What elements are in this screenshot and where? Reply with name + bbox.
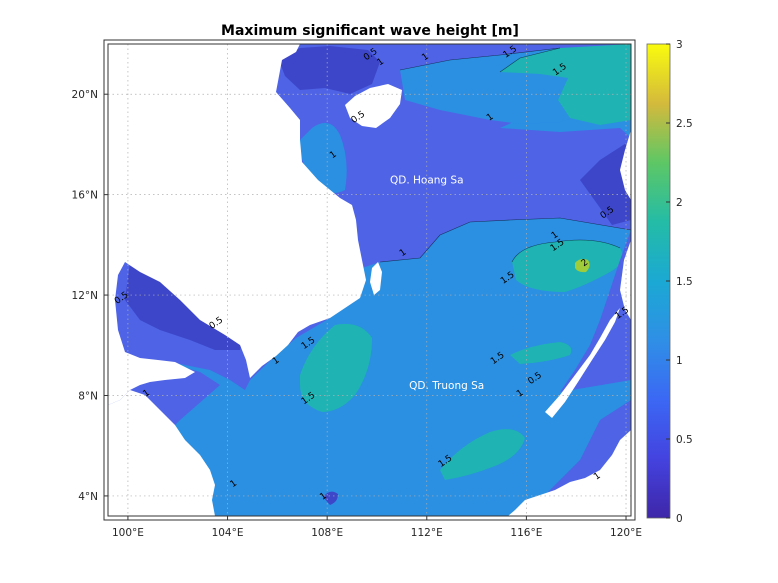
land-visayas xyxy=(620,240,631,320)
region-level-1-5-2-south xyxy=(440,429,525,480)
colorbar-tick-label-4: 2 xyxy=(676,197,683,209)
x-axis: 100°E 104°E 108°E 112°E 116°E 120°E xyxy=(112,516,642,539)
colorbar-tick-label-5: 2.5 xyxy=(676,118,693,130)
colorbar-tick-label-3: 1.5 xyxy=(676,276,693,288)
y-tick-label-3: 16°N xyxy=(72,190,98,202)
x-tick-label-2: 108°E xyxy=(311,527,343,539)
chart-title: Maximum significant wave height [m] xyxy=(221,23,519,39)
x-tick-label-5: 120°E xyxy=(610,527,642,539)
land-palawan xyxy=(545,308,620,418)
map-area: 1 1.51.5110.510.51.511.5210.50.51.51.510.… xyxy=(108,44,631,516)
colorbar-tick-label-2: 1 xyxy=(676,355,683,367)
x-tick-label-4: 116°E xyxy=(510,527,542,539)
region-level-1-5-2-spratly xyxy=(510,342,572,364)
contour-label-4: 1 xyxy=(485,112,495,123)
contour-line-1-north xyxy=(399,47,561,71)
annotation-group: QD. Hoang Sa QD. Truong Sa xyxy=(390,174,484,392)
annotation-label-1: QD. Truong Sa xyxy=(409,380,484,392)
land-borneo xyxy=(508,430,631,516)
contour-label-0: 1 xyxy=(420,52,430,63)
contour-lines xyxy=(379,47,631,263)
colorbar-axis: 0 0.5 1 1.5 2 2.5 3 xyxy=(666,39,693,525)
y-tick-label-1: 8°N xyxy=(78,390,98,402)
region-level-0-5-1-luzon-strait xyxy=(560,230,631,392)
x-tick-label-1: 104°E xyxy=(212,527,244,539)
contour-label-6: 1 xyxy=(328,150,338,161)
land-hainan-island xyxy=(345,84,402,128)
contour-label-24: 1 xyxy=(229,478,239,489)
contour-label-9: 1 xyxy=(550,230,560,241)
colorbar-tick-label-6: 3 xyxy=(676,39,683,51)
colorbar-tick-label-0: 0 xyxy=(676,513,683,525)
gridlines xyxy=(108,44,631,516)
region-level-2-plus-east xyxy=(575,259,590,273)
land-china-vietnam-north xyxy=(108,44,366,405)
contour-label-20: 1 xyxy=(141,388,151,399)
contour-label-3: 1 xyxy=(376,57,386,68)
contour-label-25: 1 xyxy=(318,491,328,502)
contour-label-12: 1 xyxy=(398,248,408,259)
map-border xyxy=(103,39,636,521)
y-tick-label-0: 4°N xyxy=(78,491,98,503)
colorbar-tick-label-1: 0.5 xyxy=(676,434,693,446)
y-axis: 4°N 8°N 12°N 16°N 20°N xyxy=(72,89,108,503)
contour-label-11: 2 xyxy=(580,258,590,269)
contour-line-1-5-northeast xyxy=(499,47,561,73)
land-luzon xyxy=(620,44,631,200)
region-level-1-5-2-northeast xyxy=(500,44,631,125)
region-below-0-5-beibu xyxy=(278,46,380,94)
y-tick-label-4: 20°N xyxy=(72,89,98,101)
contour-label-17: 1 xyxy=(271,355,281,366)
contour-line-1-south-east xyxy=(379,217,631,263)
region-level-1-5-2-vietnam-east xyxy=(300,323,372,412)
land-small-island xyxy=(370,262,382,295)
contour-label-19: 1 xyxy=(515,388,525,399)
contour-label-26: 1 xyxy=(592,471,602,482)
landmass-group xyxy=(108,44,631,516)
land-malay-peninsula xyxy=(108,390,215,516)
region-below-0-5-luzon-west xyxy=(580,140,631,225)
region-below-0-5-spot xyxy=(323,491,338,505)
x-tick-label-3: 112°E xyxy=(411,527,443,539)
annotation-label-0: QD. Hoang Sa xyxy=(390,174,464,186)
x-tick-label-0: 100°E xyxy=(112,527,144,539)
contour-line-1-5-east xyxy=(511,239,621,263)
region-level-1-5-2-east xyxy=(512,240,623,292)
y-tick-label-2: 12°N xyxy=(72,290,98,302)
